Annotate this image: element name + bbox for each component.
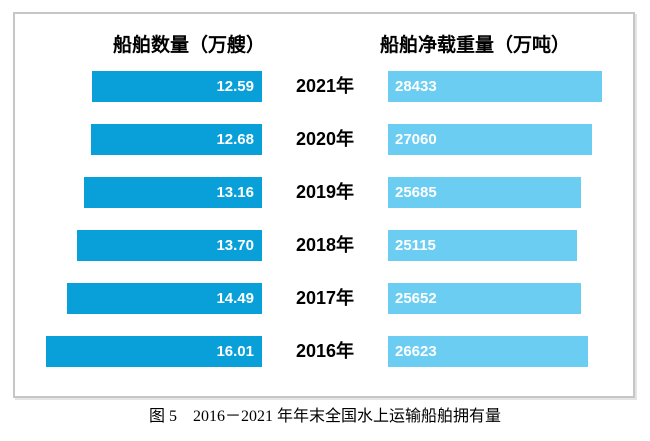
year-label: 2020年	[295, 129, 355, 149]
year-label: 2016年	[295, 341, 355, 361]
year-label: 2021年	[295, 76, 355, 96]
year-label: 2019年	[295, 182, 355, 202]
ship-count-bar: 16.01	[46, 336, 262, 367]
left-series-header: 船舶数量（万艘）	[113, 35, 266, 56]
right-series-header: 船舶净载重量（万吨）	[380, 35, 571, 56]
figure-caption: 图 5 2016－2021 年年末全国水上运输船舶拥有量	[148, 408, 501, 425]
year-label: 2018年	[295, 235, 355, 255]
deadweight-bar: 28433	[388, 71, 602, 102]
deadweight-bar: 25685	[388, 177, 581, 208]
ship-count-bar: 12.68	[91, 124, 262, 155]
ship-count-bar: 13.16	[84, 177, 262, 208]
year-label: 2017年	[295, 288, 355, 308]
ship-count-bar: 12.59	[92, 71, 262, 102]
deadweight-bar: 25652	[388, 283, 581, 314]
ship-count-bar: 13.70	[77, 230, 262, 261]
ship-count-bar: 14.49	[67, 283, 262, 314]
deadweight-bar: 26623	[388, 336, 588, 367]
deadweight-bar: 25115	[388, 230, 577, 261]
deadweight-bar: 27060	[388, 124, 592, 155]
